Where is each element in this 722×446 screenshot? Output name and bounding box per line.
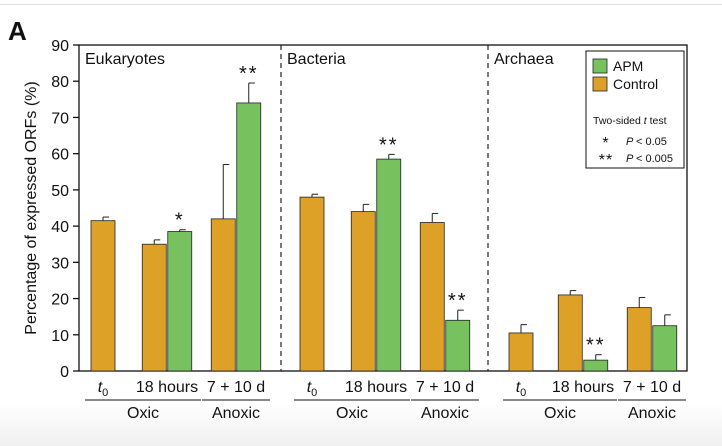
bar-control <box>508 332 534 372</box>
condition-label: Anoxic <box>628 405 676 422</box>
significance-marker: ** <box>448 290 468 312</box>
bar-control <box>210 218 236 372</box>
y-tick-label: 50 <box>51 183 69 200</box>
top-divider <box>0 4 722 5</box>
bottom-fade <box>0 404 722 446</box>
x-tick-label: 18 hours <box>136 379 198 396</box>
y-tick-label: 70 <box>51 110 69 127</box>
condition-label: Oxic <box>544 405 576 422</box>
y-axis-label: Percentage of expressed ORFs (%) <box>23 81 40 334</box>
condition-label: Oxic <box>336 405 368 422</box>
legend-test-title: Two-sided t test <box>593 115 667 127</box>
legend-sig-symbol: * <box>602 135 609 152</box>
x-tick-label: 7 + 10 d <box>416 379 474 396</box>
legend-label: Control <box>613 76 658 92</box>
significance-marker: ** <box>586 335 606 357</box>
condition-label: Oxic <box>127 405 159 422</box>
legend-swatch-control <box>592 76 608 92</box>
condition-label: Anoxic <box>421 405 469 422</box>
x-tick-label: 7 + 10 d <box>207 379 265 396</box>
legend-swatch-apm <box>592 58 608 74</box>
panel-label: A <box>8 16 27 46</box>
y-tick-label: 80 <box>51 74 69 91</box>
y-tick-label: 30 <box>51 255 69 272</box>
x-tick-label: 7 + 10 d <box>623 379 681 396</box>
bar-control <box>90 220 116 372</box>
bar-apm <box>652 325 678 372</box>
bar-apm <box>167 231 193 372</box>
panel-title: Bacteria <box>287 51 346 68</box>
bar-apm <box>376 158 402 372</box>
x-tick-label: t0 <box>98 379 109 399</box>
x-tick-label: 18 hours <box>345 379 407 396</box>
condition-label: Anoxic <box>212 405 260 422</box>
bar-control <box>626 307 652 372</box>
legend-label: APM <box>613 58 643 74</box>
bar-control <box>141 243 167 372</box>
y-tick-label: 40 <box>51 219 69 236</box>
bar-control <box>557 294 583 372</box>
significance-marker: * <box>175 210 185 232</box>
x-tick-label: t0 <box>516 379 527 399</box>
x-tick-label: t0 <box>307 379 318 399</box>
legend-sig-threshold: P < 0.05 <box>626 136 667 148</box>
y-tick-label: 0 <box>60 364 69 381</box>
y-tick-label: 60 <box>51 147 69 164</box>
y-tick-label: 20 <box>51 292 69 309</box>
bar-control <box>299 196 325 372</box>
bar-apm <box>583 359 609 372</box>
bar-apm <box>445 319 471 372</box>
y-tick-label: 10 <box>51 328 69 345</box>
significance-marker: ** <box>379 134 399 156</box>
bar-control <box>350 211 376 372</box>
legend-sig-symbol: ** <box>599 152 613 169</box>
legend-sig-threshold: P < 0.005 <box>626 153 673 165</box>
panel-title: Archaea <box>494 51 554 68</box>
bar-apm <box>236 102 262 372</box>
y-tick-label: 90 <box>51 38 69 55</box>
panel-title: Eukaryotes <box>85 51 165 68</box>
significance-marker: ** <box>239 63 259 85</box>
x-tick-label: 18 hours <box>552 379 614 396</box>
bar-control <box>419 222 445 372</box>
